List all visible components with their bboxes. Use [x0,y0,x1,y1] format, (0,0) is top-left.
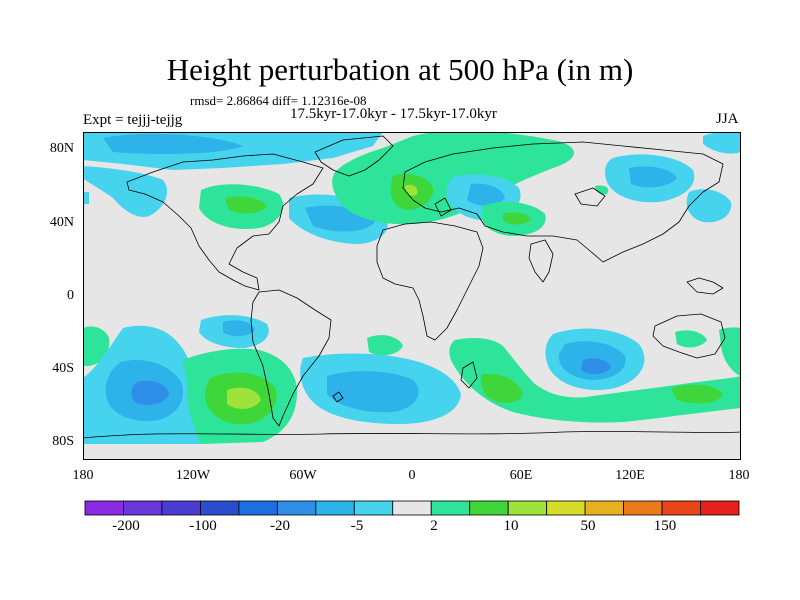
colorbar-swatch [276,500,317,516]
colorbar-swatches [84,500,740,516]
contour-fills-south [83,315,741,460]
colorbar-swatch [161,500,201,516]
colorbar-swatch [392,500,432,516]
colorbar-swatch [315,500,355,516]
lat-label: 0 [67,288,74,303]
colorbar-label: -5 [350,518,364,534]
colorbar-swatch [623,500,663,516]
colorbar-label: 10 [503,518,519,534]
colorbar-swatch [200,500,240,516]
contour-fills-north [83,132,741,244]
lon-label: 0 [408,468,416,483]
colorbar-swatch [84,500,124,516]
lon-label: 60E [509,468,533,483]
colorbar-label: 50 [580,518,596,534]
lat-label: 80N [49,141,74,156]
period-label: 17.5kyr-17.0kyr - 17.5kyr-17.0kyr [290,106,497,122]
colorbar-label: 150 [653,518,677,534]
colorbar-swatch [507,500,548,516]
coastlines [83,135,741,439]
colorbar-swatch [123,500,163,516]
colorbar-swatch [661,500,701,516]
colorbar-label: 2 [430,518,438,534]
lat-label: 40N [49,215,74,230]
colorbar-label: -200 [112,518,140,534]
colorbar-swatch [584,500,624,516]
lon-label: 120W [175,468,211,483]
lat-label: 40S [52,361,74,376]
colorbar-swatch [353,500,394,516]
lat-label: 80S [52,434,74,449]
lon-label: 60W [289,468,317,483]
map-title: Height perturbation at 500 hPa (in m) [166,52,634,87]
height-perturbation-map [83,132,741,460]
lon-label: 180 [728,468,750,483]
colorbar-swatch [700,500,740,516]
season-label: JJA [716,111,739,127]
colorbar-label: -20 [270,518,290,534]
colorbar-swatch [238,500,278,516]
colorbar-swatch [469,500,509,516]
colorbar-swatch [430,500,471,516]
colorbar-label: -100 [189,518,217,534]
stats-label: rmsd= 2.86864 diff= 1.12316e-08 [190,93,367,108]
colorbar-swatch [546,500,586,516]
lon-label: 180 [72,468,94,483]
colorbar [84,500,740,516]
experiment-label: Expt = tejjj-tejjg [83,112,183,128]
map-frame [83,132,741,460]
lon-label: 120E [615,468,645,483]
